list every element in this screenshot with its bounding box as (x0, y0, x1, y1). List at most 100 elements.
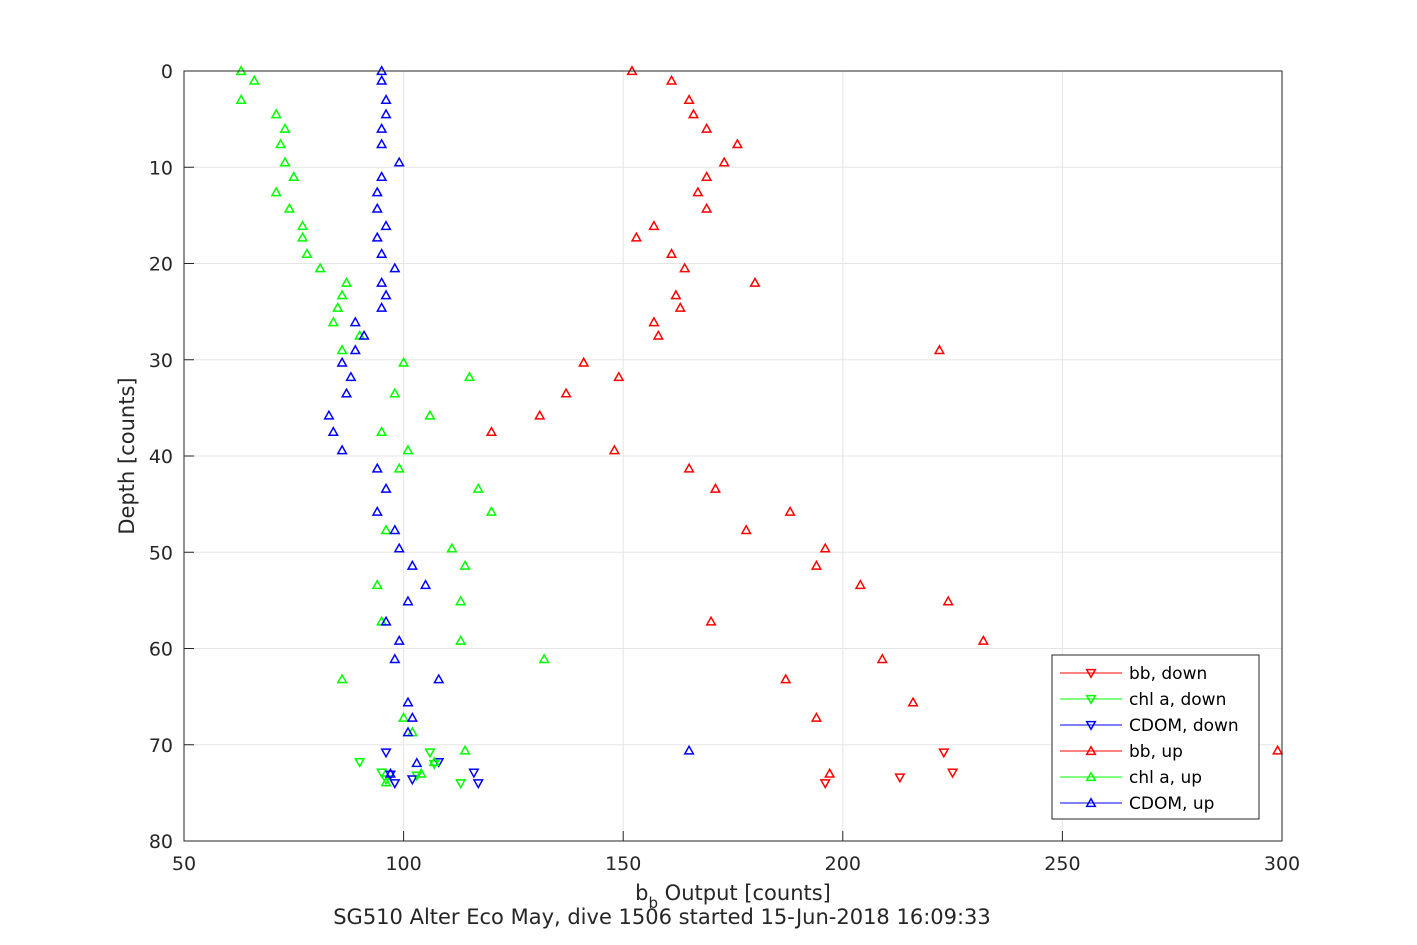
legend-box (1051, 654, 1260, 820)
data-point (248, 74, 260, 85)
data-point (630, 231, 642, 242)
data-point (534, 409, 546, 420)
data-point (349, 344, 361, 355)
data-point (1272, 744, 1284, 755)
chart-title: SG510 Alter Eco May, dive 1506 started 1… (333, 905, 991, 929)
legend-label: bb, up (1129, 742, 1183, 762)
data-point (376, 171, 388, 181)
data-point (376, 138, 388, 149)
data-point (235, 94, 247, 104)
data-point (670, 289, 682, 300)
data-point (947, 768, 959, 779)
data-point (683, 94, 695, 104)
data-point (398, 356, 410, 367)
data-point (380, 108, 392, 119)
x-tick-label: 100 (385, 853, 421, 875)
x-tick-label: 200 (825, 853, 861, 875)
data-point (402, 595, 414, 606)
data-point (389, 653, 401, 664)
data-point (701, 171, 713, 181)
legend-marker (1085, 797, 1097, 808)
data-point (402, 696, 414, 707)
data-point (692, 186, 704, 197)
data-point (780, 673, 792, 684)
y-tick-label: 70 (149, 735, 173, 757)
y-tick-label: 10 (149, 157, 173, 179)
data-point (472, 482, 484, 493)
y-tick-label: 60 (149, 639, 173, 661)
data-point (402, 444, 414, 455)
data-point (380, 482, 392, 493)
legend-label: bb, down (1129, 664, 1207, 684)
data-point (376, 276, 388, 287)
data-point (406, 775, 418, 786)
data-point (854, 579, 866, 590)
data-point (301, 248, 313, 258)
data-point (380, 289, 392, 300)
data-point (683, 462, 695, 473)
data-point (652, 329, 664, 340)
data-point (340, 276, 353, 287)
data-point (354, 757, 366, 768)
data-point (327, 426, 339, 437)
data-point (819, 779, 831, 790)
data-point (665, 74, 678, 85)
data-point (538, 653, 550, 664)
data-point (332, 301, 344, 312)
data-point (376, 74, 388, 85)
data-point (283, 202, 295, 213)
data-point (279, 156, 291, 167)
legend-label: chl a, up (1129, 768, 1202, 788)
y-tick-label: 30 (149, 350, 173, 372)
data-point (393, 156, 405, 167)
data-point (648, 220, 660, 231)
y-axis-ticks: 0 10 20 30 40 50 60 70 80 (149, 61, 194, 853)
data-point (424, 748, 436, 759)
data-point (810, 559, 823, 570)
data-point (371, 462, 383, 473)
data-point (297, 231, 309, 242)
data-point (824, 767, 836, 778)
data-point (701, 122, 713, 133)
data-point (336, 289, 348, 300)
legend-marker (1085, 771, 1097, 782)
data-point (938, 748, 950, 759)
data-point (389, 387, 401, 398)
data-point (907, 696, 919, 707)
data-markers (235, 65, 1284, 790)
data-point (376, 248, 388, 258)
data-point (393, 462, 405, 473)
data-point (380, 524, 392, 535)
data-point (578, 356, 590, 367)
data-point (455, 779, 467, 790)
data-point (679, 262, 691, 273)
data-point (485, 426, 498, 437)
data-point (270, 186, 282, 197)
data-point (608, 444, 620, 455)
data-point (428, 759, 440, 770)
data-point (701, 202, 713, 213)
data-point (358, 329, 370, 340)
data-point (560, 387, 572, 398)
data-point (323, 409, 335, 420)
data-point (376, 426, 388, 437)
legend-label: CDOM, down (1129, 716, 1239, 736)
data-point (674, 301, 686, 312)
data-point (455, 595, 467, 606)
data-point (819, 542, 831, 553)
data-point (384, 770, 397, 781)
data-point (406, 711, 418, 722)
data-point (683, 744, 695, 755)
data-point (389, 262, 401, 273)
data-point (977, 634, 989, 645)
data-point (380, 220, 392, 231)
x-tick-label: 250 (1044, 853, 1080, 875)
data-point (336, 444, 348, 455)
legend-marker (1085, 720, 1097, 731)
legend-marker (1085, 694, 1097, 705)
data-point (389, 524, 401, 535)
data-point (731, 138, 743, 149)
data-point (376, 122, 388, 133)
data-point (784, 505, 796, 516)
